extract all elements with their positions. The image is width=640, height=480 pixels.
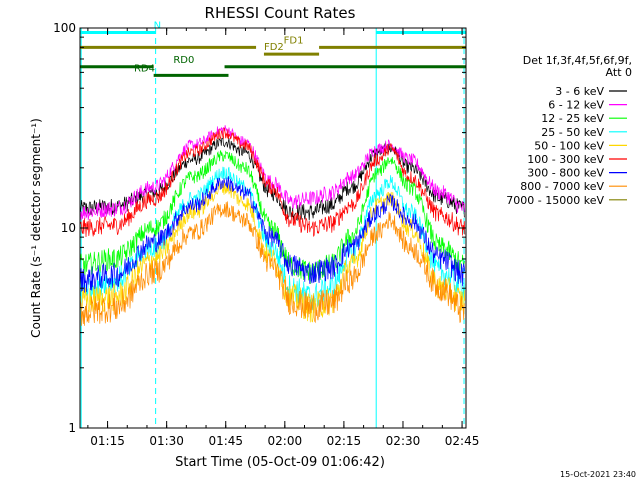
legend-label-8: 7000 - 15000 keV xyxy=(506,194,604,207)
attenuator-label-n: N xyxy=(154,20,161,31)
attenuator-label-rd0: RD0 xyxy=(173,55,194,66)
x-tick-label-5: 02:30 xyxy=(386,434,421,448)
x-axis-label: Start Time (05-Oct-09 01:06:42) xyxy=(175,455,385,470)
x-axis: 01:15 01:30 01:45 02:00 02:15 02:30 02:45 xyxy=(87,28,480,448)
series-line-6 xyxy=(79,176,466,293)
x-tick-label-1: 01:30 xyxy=(149,434,184,448)
legend-label-4: 50 - 100 keV xyxy=(534,139,604,152)
x-tick-label-3: 02:00 xyxy=(268,434,303,448)
x-tick-label-4: 02:15 xyxy=(327,434,362,448)
x-tick-label-6: 02:45 xyxy=(445,434,480,448)
x-tick-label-2: 01:45 xyxy=(208,434,243,448)
timestamp: 15-Oct-2021 23:40 xyxy=(560,470,636,479)
y-axis-label: Count Rate (s⁻¹ detector segment⁻¹) xyxy=(29,118,43,338)
y-tick-label-0: 1 xyxy=(68,421,76,435)
series-line-7 xyxy=(79,201,466,326)
legend-label-5: 100 - 300 keV xyxy=(527,153,604,166)
series-line-5 xyxy=(79,127,466,238)
legend-label-3: 25 - 50 keV xyxy=(541,126,604,139)
series-line-1 xyxy=(79,125,466,221)
legend-label-2: 12 - 25 keV xyxy=(541,112,604,125)
y-tick-label-1: 10 xyxy=(61,221,76,235)
legend-label-6: 300 - 800 keV xyxy=(527,167,604,180)
count-rate-series xyxy=(79,125,466,326)
legend-label-7: 800 - 7000 keV xyxy=(520,180,604,193)
y-axis: 1 10 100 xyxy=(53,21,466,435)
x-tick-label-0: 01:15 xyxy=(90,434,125,448)
chart-title: RHESSI Count Rates xyxy=(205,4,356,22)
legend-label-1: 6 - 12 keV xyxy=(548,99,604,112)
y-tick-label-2: 100 xyxy=(53,21,76,35)
attenuator-label-fd2: FD2 xyxy=(264,42,284,53)
legend-header-1: Att 0 xyxy=(606,66,632,79)
legend-header-0: Det 1f,3f,4f,5f,6f,9f, xyxy=(523,54,632,67)
legend-label-0: 3 - 6 keV xyxy=(555,85,604,98)
attenuator-label-rd4: RD4 xyxy=(134,63,155,74)
attenuator-label-fd1: FD1 xyxy=(284,35,304,46)
